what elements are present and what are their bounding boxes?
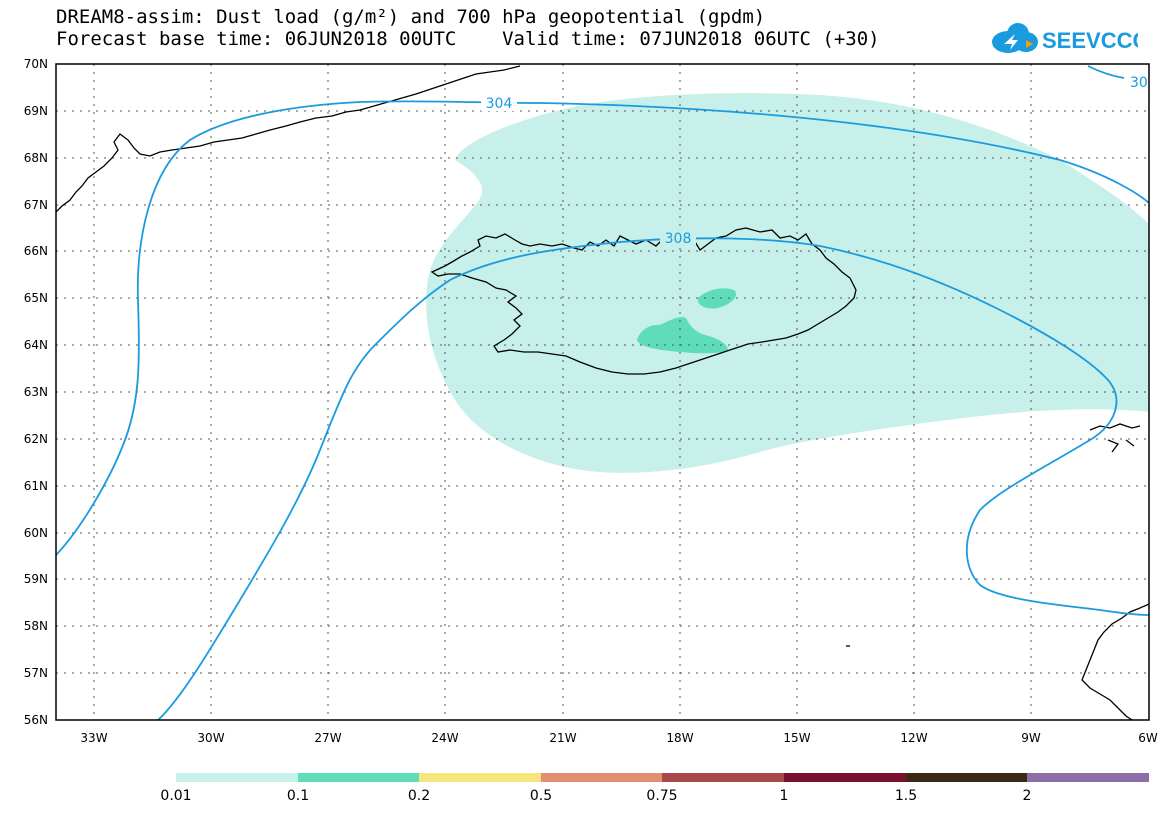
contour-308 (157, 237, 1149, 720)
dust-area-light (426, 93, 1149, 473)
lat-label: 65N (24, 291, 48, 305)
colorbar-label: 0.1 (287, 788, 309, 804)
colorbar-swatch (298, 773, 419, 782)
lon-label: 33W (80, 731, 107, 745)
map-title: DREAM8-assim: Dust load (g/m²) and 700 h… (56, 6, 766, 28)
lat-label: 64N (24, 338, 48, 352)
colorbar-label: 0.2 (408, 788, 430, 804)
colorbar-label: 0.01 (160, 788, 191, 804)
lon-label: 24W (431, 731, 458, 745)
faroe-islands (1089, 423, 1141, 453)
latitude-labels: 70N 69N 68N 67N 66N 65N 64N 63N 62N 61N … (24, 57, 48, 727)
lat-label: 61N (24, 479, 48, 493)
contour-304 (56, 100, 1149, 556)
colorbar-label: 1.5 (895, 788, 917, 804)
lat-label: 69N (24, 104, 48, 118)
colorbar-swatch (176, 773, 298, 782)
colorbar-swatch (784, 773, 906, 782)
dust-area-medium-2 (637, 317, 728, 354)
dust-area-medium-1 (697, 288, 737, 309)
colorbar-label: 0.5 (530, 788, 552, 804)
colorbar: 0.01 0.1 0.2 0.5 0.75 1 1.5 2 (160, 773, 1149, 804)
lon-label: 12W (900, 731, 927, 745)
lon-label: 6W (1138, 731, 1158, 745)
map-frame (55, 63, 1150, 721)
colorbar-swatch (906, 773, 1027, 782)
longitude-labels: 33W 30W 27W 24W 21W 18W 15W 12W 9W 6W (80, 731, 1157, 745)
lat-label: 57N (24, 666, 48, 680)
grid-lines (56, 64, 1149, 720)
lat-label: 66N (24, 244, 48, 258)
lat-label: 56N (24, 713, 48, 727)
lon-label: 18W (666, 731, 693, 745)
lat-label: 70N (24, 57, 48, 71)
lon-label: 15W (783, 731, 810, 745)
dust-load-shading (426, 93, 1149, 473)
colorbar-label: 0.75 (646, 788, 677, 804)
greenland-coastline (56, 65, 521, 213)
colorbar-swatch (662, 773, 784, 782)
lon-label: 21W (549, 731, 576, 745)
geopotential-contours (56, 65, 1149, 720)
contour-labels: 304 308 30 (481, 75, 1148, 247)
lon-label: 30W (197, 731, 224, 745)
seevccc-logo: SEEVCCC (992, 23, 1138, 53)
cloud-logo-icon (992, 23, 1038, 53)
lat-label: 63N (24, 385, 48, 399)
lat-label: 58N (24, 619, 48, 633)
colorbar-swatch (419, 773, 541, 782)
lon-label: 27W (314, 731, 341, 745)
contour-label-308: 308 (665, 231, 692, 247)
lat-label: 68N (24, 151, 48, 165)
map-subtitle: Forecast base time: 06JUN2018 00UTC Vali… (56, 28, 880, 50)
colorbar-label: 1 (780, 788, 789, 804)
contour-label-304: 304 (486, 96, 513, 112)
scotland-coastline (1081, 603, 1149, 720)
lon-label: 9W (1021, 731, 1041, 745)
lat-label: 67N (24, 198, 48, 212)
colorbar-label: 2 (1023, 788, 1032, 804)
colorbar-swatch (1027, 773, 1149, 782)
colorbar-swatch (541, 773, 662, 782)
lat-label: 60N (24, 526, 48, 540)
lat-label: 62N (24, 432, 48, 446)
contour-top-right (1087, 65, 1125, 79)
contour-label-30: 30 (1130, 75, 1148, 91)
lat-label: 59N (24, 572, 48, 586)
logo-text: SEEVCCC (1042, 28, 1138, 53)
